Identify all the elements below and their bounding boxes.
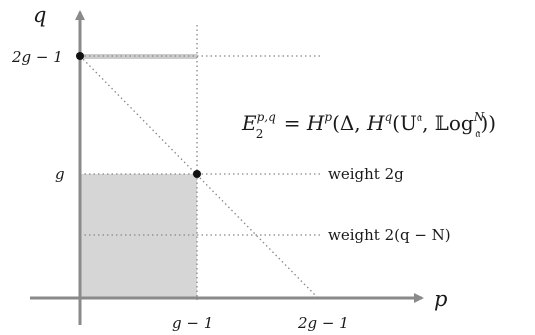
x-axis-label: p — [434, 287, 447, 311]
x-tick-g-minus-1: g − 1 — [172, 314, 213, 332]
y-axis-label: q — [33, 3, 46, 27]
label-weight-2q-minus-N: weight 2(q − N) — [328, 226, 451, 244]
point-0-2g-minus-1 — [76, 52, 84, 60]
x-tick-2g-minus-1: 2g − 1 — [297, 314, 349, 332]
y-tick-2g-minus-1: 2g − 1 — [11, 48, 63, 66]
spectral-sequence-formula: Ep,q 2 = Hp(Δ, Hq(U𝔞, 𝕃ogN 𝔞)) — [241, 110, 496, 141]
label-weight-2g: weight 2g — [328, 165, 404, 183]
shaded-region — [80, 174, 197, 298]
point-g-minus-1-g — [193, 170, 201, 178]
y-tick-g: g — [55, 165, 65, 183]
